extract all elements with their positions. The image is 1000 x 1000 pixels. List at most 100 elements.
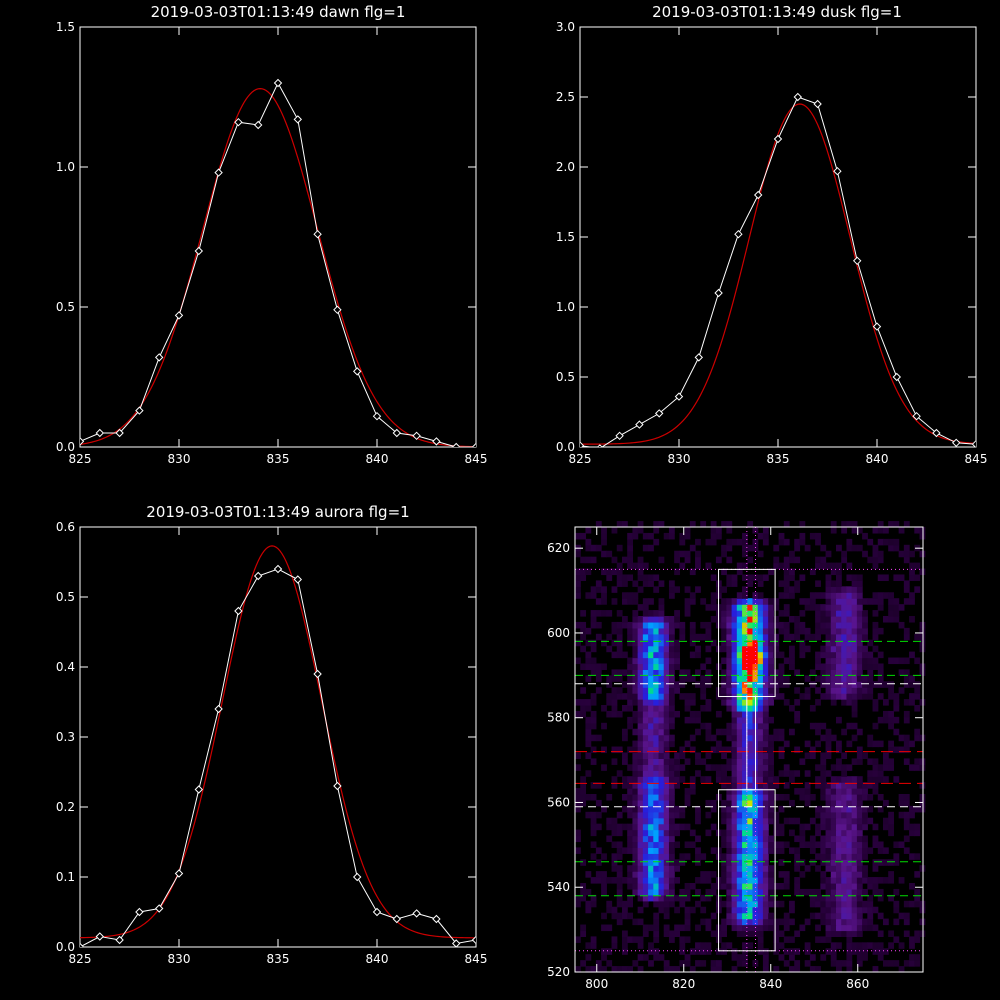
aurora-data-point bbox=[95, 932, 105, 941]
dusk-xtick-label: 845 bbox=[965, 452, 988, 466]
aurora-ytick-label: 0.5 bbox=[56, 590, 75, 604]
aurora-xtick-label: 845 bbox=[465, 952, 488, 966]
dusk-data-point bbox=[932, 428, 941, 438]
aurora-data-point bbox=[174, 869, 184, 878]
aurora-data-point bbox=[135, 907, 144, 917]
spectral-image-xtick-label: 820 bbox=[672, 977, 695, 991]
aurora-ytick-label: 0.6 bbox=[56, 520, 75, 534]
spectral-image-ytick-label: 520 bbox=[547, 965, 570, 979]
dawn-xtick-label: 835 bbox=[267, 452, 290, 466]
dusk-xtick-label: 825 bbox=[569, 452, 592, 466]
dawn-data-point bbox=[154, 353, 164, 362]
dusk-marks bbox=[580, 92, 976, 447]
dawn-data-point bbox=[214, 168, 223, 177]
aurora-data-point bbox=[293, 575, 303, 584]
dawn-xtick-label: 840 bbox=[366, 452, 389, 466]
aurora-marks bbox=[80, 545, 476, 947]
aurora-data-point bbox=[214, 704, 223, 714]
dawn-xtick-label: 845 bbox=[465, 452, 488, 466]
dusk-ticks: 825 830 835 840 845 0.0 0.5 1.0 1.5 2.0 2.5 3.0 bbox=[556, 20, 988, 466]
dawn-panel: 2019-03-03T01:13:49 dawn flg=1 825 830 835… bbox=[56, 3, 488, 466]
aurora-data-point bbox=[154, 904, 164, 913]
dusk-ytick-label: 1.5 bbox=[556, 230, 575, 244]
dawn-data-point bbox=[135, 406, 144, 415]
aurora-data-point bbox=[80, 942, 85, 947]
aurora-title: 2019-03-03T01:13:49 aurora flg=1 bbox=[146, 503, 409, 521]
aurora-ytick-label: 0.4 bbox=[56, 660, 75, 674]
dusk-data-point bbox=[615, 431, 624, 441]
spectral-image-ytick-label: 580 bbox=[547, 711, 570, 725]
dusk-data-point bbox=[674, 392, 684, 401]
dawn-xtick-label: 825 bbox=[69, 452, 92, 466]
spectral-image-ytick-label: 620 bbox=[547, 541, 570, 555]
dusk-data-point bbox=[813, 99, 822, 109]
dusk-data-point bbox=[951, 438, 961, 447]
dawn-title: 2019-03-03T01:13:49 dawn flg=1 bbox=[151, 3, 406, 21]
dawn-data-point bbox=[471, 442, 476, 447]
spectral-image-frame bbox=[574, 526, 924, 973]
spectral-image-panel: 800 820 840 860 520 540 560 580 600 620 bbox=[547, 521, 926, 991]
dawn-data-point bbox=[293, 115, 303, 124]
dusk-ytick-label: 2.5 bbox=[556, 90, 575, 104]
dawn-data-point bbox=[194, 246, 204, 256]
dusk-data-point bbox=[971, 439, 976, 447]
dusk-data-point bbox=[753, 190, 763, 200]
dawn-data-point bbox=[432, 437, 441, 446]
dusk-data-point bbox=[635, 420, 644, 429]
dusk-data-point bbox=[852, 256, 862, 266]
spectral-image-ytick-label: 540 bbox=[547, 880, 570, 894]
aurora-ytick-label: 0.3 bbox=[56, 730, 75, 744]
dawn-data-point bbox=[80, 437, 85, 446]
dawn-ytick-label: 0.0 bbox=[56, 440, 75, 454]
spectral-image-xtick-label: 800 bbox=[585, 977, 608, 991]
dusk-data-point bbox=[580, 441, 585, 447]
spectral-image-overlays bbox=[575, 527, 923, 972]
selection-box bbox=[746, 696, 757, 791]
dawn-ytick-label: 1.0 bbox=[56, 160, 75, 174]
dawn-data-point bbox=[451, 442, 461, 447]
dawn-xtick-label: 830 bbox=[168, 452, 191, 466]
aurora-data-point bbox=[194, 785, 204, 794]
dawn-data-point bbox=[372, 411, 382, 421]
aurora-fit-curve bbox=[80, 545, 476, 939]
spectral-image-ticks: 800 820 840 860 520 540 560 580 600 620 bbox=[547, 527, 923, 991]
dusk-data-point bbox=[892, 372, 902, 382]
dusk-data-point bbox=[694, 353, 704, 362]
aurora-data-point bbox=[273, 564, 283, 574]
aurora-data-point bbox=[451, 939, 461, 947]
dusk-xtick-label: 830 bbox=[668, 452, 691, 466]
spectral-image-cells bbox=[575, 521, 926, 973]
dawn-data-point bbox=[313, 229, 322, 239]
aurora-data-point bbox=[392, 914, 402, 924]
dawn-marks bbox=[80, 78, 476, 447]
aurora-data-point bbox=[333, 781, 342, 791]
spectral-image-pixels bbox=[575, 521, 926, 973]
aurora-data-point bbox=[253, 571, 263, 581]
dusk-ytick-label: 0.5 bbox=[556, 370, 575, 384]
dawn-data-point bbox=[352, 367, 362, 376]
dawn-ytick-label: 1.5 bbox=[56, 20, 75, 34]
dusk-data-point bbox=[654, 409, 664, 418]
dusk-ytick-label: 0.0 bbox=[556, 440, 575, 454]
dawn-data-point bbox=[115, 428, 124, 438]
dusk-data-point bbox=[793, 92, 803, 102]
aurora-xtick-label: 835 bbox=[267, 952, 290, 966]
dusk-data-point bbox=[773, 134, 783, 144]
dusk-ytick-label: 2.0 bbox=[556, 160, 575, 174]
dusk-title: 2019-03-03T01:13:49 dusk flg=1 bbox=[652, 3, 902, 21]
aurora-xtick-label: 840 bbox=[366, 952, 389, 966]
dusk-data-point bbox=[714, 288, 723, 298]
dusk-data-point bbox=[596, 444, 603, 447]
dusk-ytick-label: 1.0 bbox=[556, 300, 575, 314]
dawn-data-point bbox=[253, 120, 263, 130]
dusk-xtick-label: 840 bbox=[866, 452, 889, 466]
dawn-data-point bbox=[333, 305, 342, 315]
dawn-data-point bbox=[412, 431, 421, 441]
aurora-data-point bbox=[313, 669, 322, 679]
dusk-data-point bbox=[833, 166, 842, 176]
dusk-panel: 2019-03-03T01:13:49 dusk flg=1 825 830 835… bbox=[556, 3, 988, 466]
aurora-data-point bbox=[471, 935, 476, 945]
dusk-data-point bbox=[872, 322, 882, 331]
aurora-data-point bbox=[372, 907, 382, 917]
